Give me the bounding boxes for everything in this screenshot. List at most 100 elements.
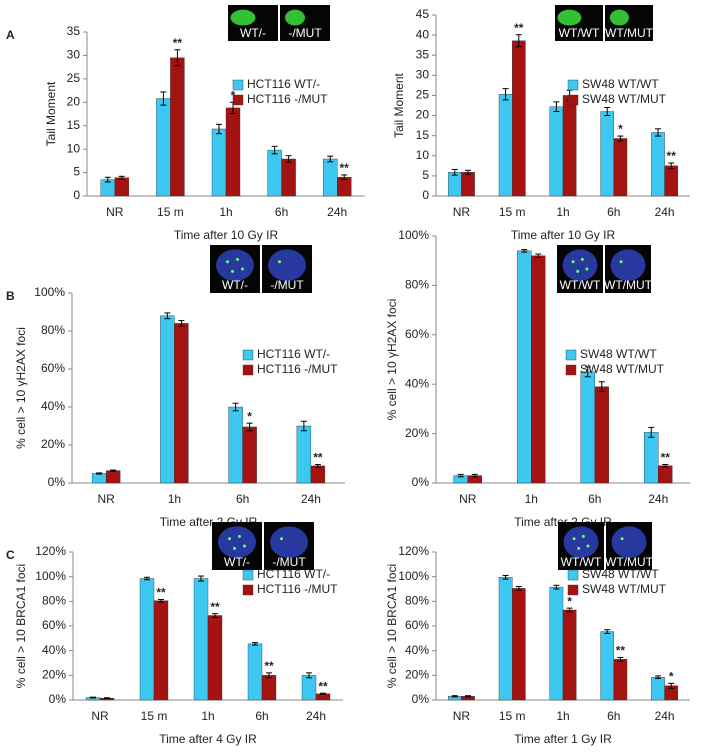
error-bar	[465, 169, 472, 175]
significance: **	[616, 644, 626, 658]
error-bar	[451, 168, 458, 176]
y-tick-label: 15	[416, 128, 430, 142]
significance: **	[173, 36, 183, 50]
bar	[461, 172, 475, 197]
y-tick-label: 120%	[398, 544, 429, 558]
legend-label: HCT116 WT/-	[247, 77, 320, 91]
legend-label: HCT116 -/MUT	[257, 362, 338, 376]
error-bar	[327, 155, 334, 163]
y-tick-label: 0%	[412, 475, 430, 489]
error-bar	[285, 155, 292, 163]
legend-swatch	[232, 94, 244, 106]
significance: **	[156, 586, 166, 600]
bar	[261, 675, 277, 701]
error-bar	[617, 656, 624, 662]
x-tick-label: NR	[91, 709, 109, 723]
nucleus	[610, 249, 646, 281]
legend-swatch	[242, 584, 254, 596]
bar	[600, 631, 614, 701]
x-tick-label: 6h	[588, 492, 601, 506]
y-tick-label: 100%	[35, 569, 66, 583]
y-tick-label: 0%	[49, 692, 67, 706]
bar	[153, 600, 169, 701]
bar	[658, 465, 673, 484]
x-tick-label: 1h	[525, 492, 538, 506]
focus	[280, 537, 283, 541]
bar	[651, 132, 665, 197]
inset-label: -/MUT	[270, 278, 304, 292]
significance: **	[318, 679, 328, 693]
nucleus	[270, 526, 308, 558]
y-tick-label: 35	[67, 24, 81, 38]
inset-label: WT/-	[222, 278, 248, 292]
error-bar	[144, 576, 150, 581]
y-tick-label: 40%	[42, 643, 66, 657]
y-tick-label: 100%	[398, 569, 429, 583]
x-tick-label: 24h	[327, 205, 347, 219]
x-tick-label: NR	[97, 492, 115, 506]
bar	[644, 432, 659, 484]
x-axis-title: Time after 10 Gy IR	[511, 228, 616, 242]
bar	[512, 588, 526, 701]
bar	[207, 615, 223, 701]
bar	[512, 40, 526, 197]
y-tick-label: 100%	[398, 228, 429, 242]
significance: **	[667, 149, 677, 163]
bar	[600, 111, 614, 197]
focus	[241, 267, 244, 271]
x-axis-title: Time after 4 Gy IR	[159, 732, 257, 746]
error-bar	[535, 253, 542, 258]
y-axis-title: % cell > 10 γH2AX foci	[385, 299, 399, 421]
y-tick-label: 30	[416, 68, 430, 82]
error-bar	[178, 320, 185, 327]
y-tick-label: 80%	[405, 594, 429, 608]
bar	[580, 371, 595, 484]
error-bar	[471, 473, 478, 478]
error-bar	[515, 586, 522, 591]
x-tick-label: 1h	[168, 492, 181, 506]
y-axis-title: % cell > 10 BRCA1 foci	[385, 564, 399, 688]
error-bar	[104, 176, 111, 183]
bar	[613, 659, 628, 701]
error-bar	[174, 49, 181, 67]
y-tick-label: 20%	[42, 668, 66, 682]
focus	[620, 537, 624, 541]
nucleus	[562, 249, 598, 281]
inset-label: -/MUT	[272, 555, 306, 569]
bar	[156, 98, 171, 197]
error-bar	[341, 174, 348, 181]
x-axis-title: Time after 10 Gy IR	[174, 228, 279, 242]
error-bar	[314, 464, 321, 468]
legend-swatch	[567, 79, 579, 91]
comet	[230, 9, 256, 26]
focus	[233, 546, 236, 550]
legend-swatch	[567, 569, 579, 581]
error-bar	[164, 312, 171, 320]
y-tick-label: 0	[73, 188, 80, 202]
significance: *	[567, 594, 572, 608]
x-tick-label: 15 m	[141, 709, 168, 723]
y-tick-label: 40%	[41, 399, 65, 413]
y-tick-label: 10	[416, 148, 430, 162]
x-tick-label: NR	[453, 709, 471, 723]
error-bar	[502, 574, 509, 580]
inset-label: WT/MUT	[605, 555, 654, 569]
bar	[267, 149, 282, 197]
focus	[278, 260, 281, 264]
error-bar	[457, 473, 464, 478]
y-tick-label: 0	[422, 188, 429, 202]
inset-label: WT/-	[240, 26, 266, 40]
y-tick-label: 100%	[34, 285, 65, 299]
legend-swatch	[567, 584, 579, 596]
legend-swatch	[242, 349, 254, 361]
focus	[228, 537, 231, 541]
error-bar	[252, 642, 258, 646]
y-tick-label: 45	[416, 7, 430, 21]
error-bar	[617, 135, 624, 142]
inset-label: -/MUT	[288, 26, 322, 40]
error-bar	[118, 175, 125, 180]
focus	[243, 544, 246, 548]
legend-label: HCT116 -/MUT	[247, 92, 328, 106]
legend-label: HCT116 WT/-	[257, 347, 330, 361]
legend-swatch	[232, 79, 244, 91]
